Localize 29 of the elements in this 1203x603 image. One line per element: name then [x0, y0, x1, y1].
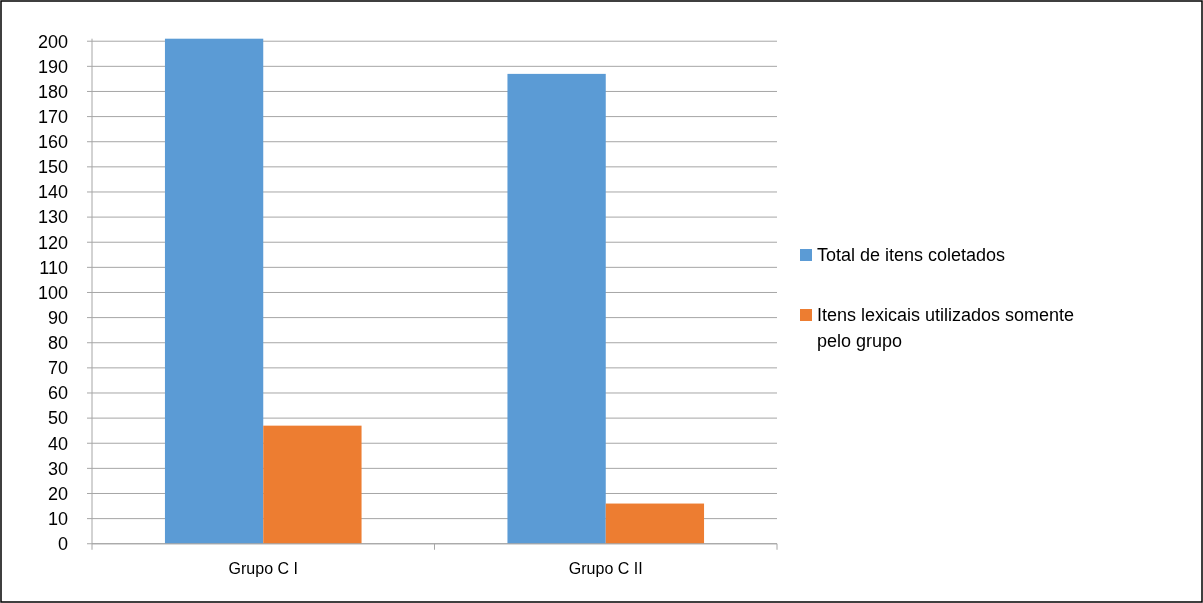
y-tick-label: 200 [37, 31, 68, 52]
y-tick-label: 90 [47, 307, 68, 328]
y-tick-label: 50 [47, 408, 68, 429]
legend-label: Total de itens coletados [817, 245, 1006, 266]
y-tick-label: 110 [39, 257, 68, 278]
y-tick-label: 100 [37, 282, 68, 303]
y-tick-label: 140 [37, 182, 68, 203]
legend-label: Itens lexicais utilizados somente pelo grupo [817, 305, 1075, 352]
y-tick-label: 150 [37, 157, 68, 178]
y-tick-label: 10 [47, 508, 68, 529]
bar [263, 425, 362, 544]
y-tick-label: 60 [47, 383, 68, 404]
x-tick-label: Grupo C I [228, 559, 298, 577]
y-tick-label: 180 [37, 81, 68, 102]
y-tick-label: 130 [37, 207, 68, 228]
bar [164, 38, 264, 544]
y-tick-label: 0 [57, 534, 68, 555]
y-tick-label: 80 [47, 333, 68, 354]
y-tick-label: 70 [47, 358, 68, 379]
y-tick-label: 30 [47, 458, 68, 479]
x-tick-label: Grupo C II [568, 559, 643, 577]
bar [605, 503, 705, 544]
y-tick-label: 170 [37, 106, 68, 127]
y-tick-label: 20 [47, 483, 68, 504]
y-tick-label: 40 [47, 433, 68, 454]
y-tick-label: 160 [37, 132, 68, 153]
y-tick-label: 120 [37, 232, 68, 253]
y-tick-label: 190 [37, 56, 68, 77]
bar [507, 73, 606, 544]
